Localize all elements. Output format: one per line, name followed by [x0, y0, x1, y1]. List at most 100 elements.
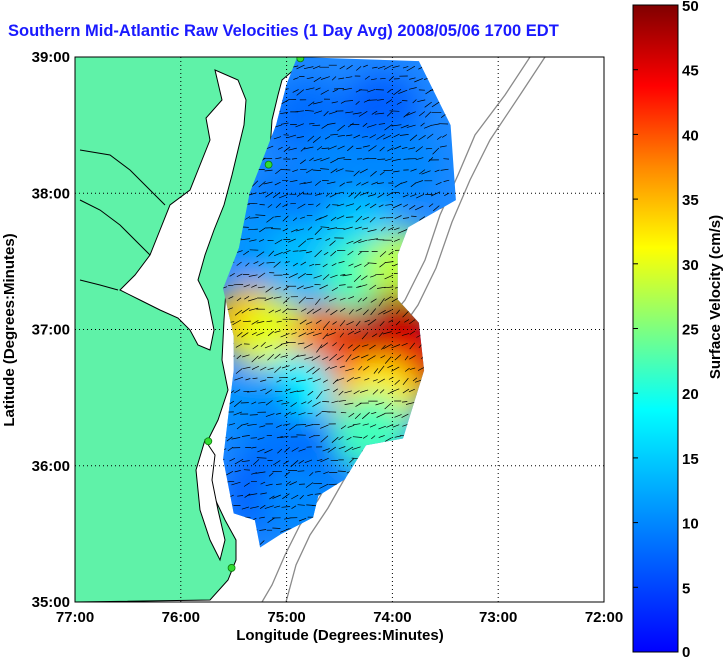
velocity-vector [338, 261, 345, 264]
velocity-vector [379, 389, 385, 394]
velocity-vector [344, 390, 352, 394]
velocity-vector [320, 89, 329, 95]
velocity-vector [387, 226, 395, 231]
velocity-vector [323, 111, 329, 117]
station-marker [264, 160, 273, 169]
velocity-vector [249, 217, 259, 219]
velocity-vector [348, 412, 355, 418]
velocity-vector [384, 286, 394, 289]
velocity-vector [371, 181, 379, 185]
velocity-vector [418, 111, 426, 117]
velocity-vector [301, 401, 307, 405]
velocity-vector [299, 159, 307, 165]
velocity-vector [312, 124, 321, 127]
velocity-vector [296, 285, 304, 290]
velocity-vector [346, 134, 353, 137]
velocity-vector [330, 250, 337, 257]
velocity-vector [289, 367, 297, 372]
velocity-vector [370, 308, 377, 316]
velocity-vector [348, 309, 354, 315]
velocity-vector [409, 342, 416, 350]
x-tick-label: 73:00 [479, 609, 517, 626]
velocity-vector [249, 239, 257, 242]
velocity-vector [431, 123, 440, 126]
velocity-vector [320, 435, 329, 443]
velocity-vector [280, 98, 290, 105]
velocity-vector [338, 436, 344, 441]
velocity-vector [258, 401, 266, 404]
velocity-vector [306, 366, 315, 373]
velocity-vector [235, 368, 243, 374]
velocity-vector [307, 493, 314, 496]
velocity-vector [415, 157, 424, 161]
velocity-vector [312, 65, 321, 70]
colorbar-tick-label: 5 [682, 580, 690, 597]
velocity-vector [361, 275, 368, 281]
velocity-vector [391, 366, 400, 372]
velocity-vector [409, 367, 416, 370]
sound-water [195, 438, 226, 562]
velocity-vector [327, 227, 337, 230]
velocity-vector [305, 321, 313, 325]
velocity-vector [443, 179, 450, 182]
velocity-vector [286, 481, 291, 485]
velocity-vector [260, 379, 267, 382]
velocity-vector [260, 492, 267, 495]
velocity-vector [377, 378, 385, 384]
velocity-vector [406, 124, 416, 128]
velocity-vector [337, 134, 346, 137]
velocity-vector [338, 446, 346, 450]
velocity-vector [345, 170, 354, 172]
velocity-vector [236, 261, 242, 266]
velocity-vector [316, 459, 323, 462]
velocity-vector [328, 111, 337, 115]
velocity-vector [391, 124, 402, 127]
velocity-vector [249, 414, 258, 416]
velocity-vector [276, 412, 282, 415]
velocity-vector [283, 297, 290, 304]
velocity-vector [361, 227, 369, 230]
velocity-vector [394, 435, 402, 438]
velocity-vector [433, 205, 440, 212]
velocity-vector [309, 263, 315, 267]
velocity-vector [330, 168, 338, 174]
velocity-vector [296, 89, 305, 96]
velocity-vector [394, 182, 402, 188]
velocity-vector [256, 321, 265, 324]
velocity-vector [367, 229, 377, 232]
velocity-vector [256, 331, 265, 336]
velocity-vector [291, 332, 297, 335]
velocity-vector [301, 308, 307, 312]
velocity-vector [401, 401, 408, 403]
velocity-vector [290, 228, 298, 233]
velocity-vector [330, 133, 339, 136]
velocity-vector [265, 400, 273, 406]
velocity-vector [245, 216, 251, 220]
velocity-vector [314, 493, 321, 495]
velocity-vector [380, 226, 386, 232]
velocity-vector [274, 124, 282, 128]
velocity-vector [250, 506, 259, 509]
velocity-vector [339, 182, 345, 187]
velocity-vector [442, 134, 447, 138]
velocity-vector [288, 424, 298, 431]
velocity-vector [296, 64, 305, 70]
velocity-vector [288, 318, 299, 321]
velocity-vector [316, 344, 323, 353]
velocity-vector [324, 135, 331, 140]
velocity-vector [284, 471, 291, 477]
velocity-vector [339, 307, 346, 312]
velocity-vector [329, 353, 338, 361]
velocity-vector [406, 65, 416, 72]
velocity-vector [236, 297, 242, 302]
velocity-vector [352, 436, 363, 438]
velocity-vector [307, 400, 313, 404]
velocity-vector [312, 169, 322, 171]
velocity-vector [273, 261, 281, 268]
velocity-vector [367, 262, 377, 264]
velocity-vector [322, 356, 329, 361]
velocity-vector [267, 204, 273, 208]
velocity-vector [273, 136, 282, 140]
velocity-vector [320, 226, 330, 228]
